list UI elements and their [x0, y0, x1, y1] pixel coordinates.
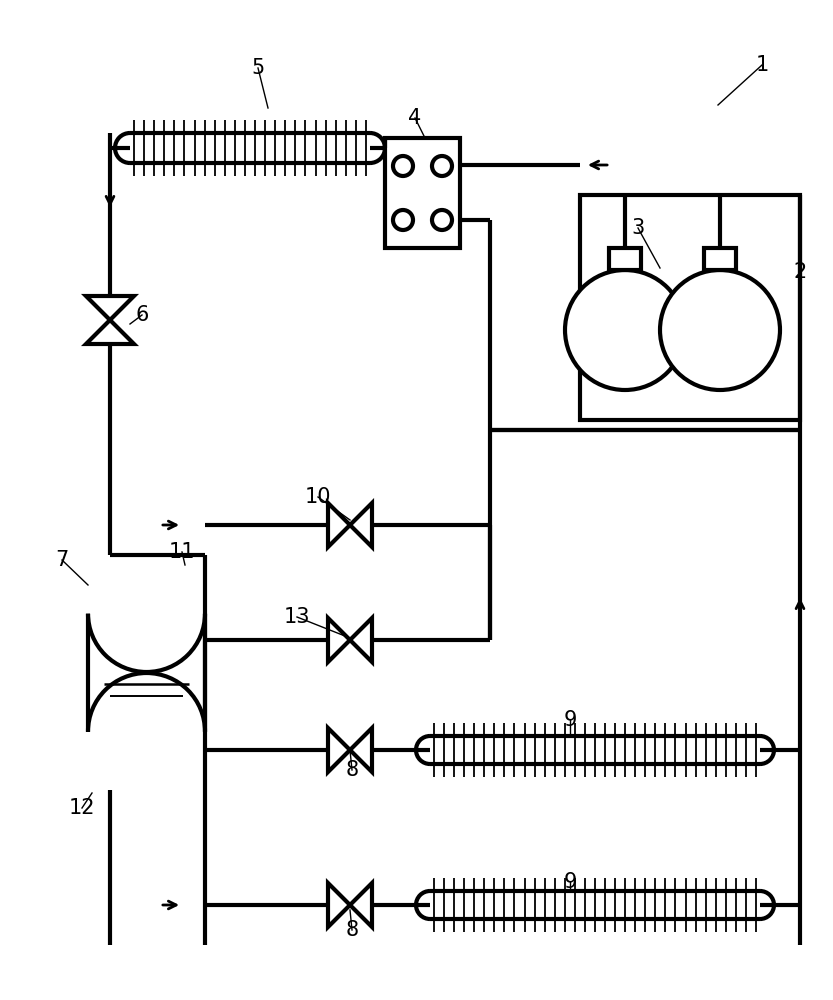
Text: 5: 5 — [252, 58, 265, 78]
Text: 4: 4 — [408, 108, 421, 128]
Text: 9: 9 — [563, 872, 576, 892]
Text: 13: 13 — [284, 607, 310, 627]
Text: 3: 3 — [631, 218, 645, 238]
Bar — [609, 248, 641, 270]
Text: 2: 2 — [793, 262, 806, 282]
Circle shape — [565, 270, 685, 390]
Text: 8: 8 — [346, 760, 358, 780]
Text: 12: 12 — [69, 798, 95, 818]
Circle shape — [432, 156, 452, 176]
Bar — [385, 138, 460, 248]
Circle shape — [660, 270, 780, 390]
Circle shape — [393, 210, 413, 230]
Text: 9: 9 — [563, 710, 576, 730]
Bar — [580, 195, 800, 420]
Text: 6: 6 — [135, 305, 148, 325]
Circle shape — [393, 156, 413, 176]
Text: 7: 7 — [55, 550, 68, 570]
Circle shape — [432, 210, 452, 230]
Text: 10: 10 — [305, 487, 332, 507]
Text: 11: 11 — [169, 542, 195, 562]
Text: 8: 8 — [346, 920, 358, 940]
Text: 1: 1 — [756, 55, 769, 75]
Bar — [704, 248, 736, 270]
